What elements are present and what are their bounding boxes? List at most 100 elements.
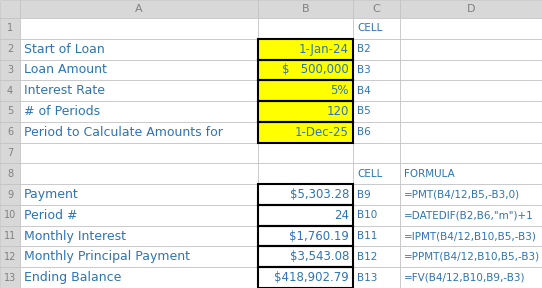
Text: Monthly Principal Payment: Monthly Principal Payment <box>24 250 190 263</box>
Bar <box>258 0 353 18</box>
Bar <box>258 60 353 80</box>
Bar <box>400 205 542 226</box>
Bar <box>353 39 400 60</box>
Bar <box>20 122 258 143</box>
Bar <box>400 163 542 184</box>
Text: 7: 7 <box>7 148 13 158</box>
Bar <box>20 163 258 184</box>
Text: B12: B12 <box>357 252 377 262</box>
Bar <box>258 101 353 122</box>
Bar <box>353 39 400 60</box>
Bar <box>20 247 258 267</box>
Bar <box>353 143 400 163</box>
Bar <box>353 80 400 101</box>
Bar <box>0 163 20 184</box>
Bar <box>353 184 400 205</box>
Bar <box>20 184 258 205</box>
Bar <box>353 205 400 226</box>
Bar <box>0 226 20 247</box>
Bar <box>258 18 353 39</box>
Bar <box>258 122 353 143</box>
Text: B11: B11 <box>357 231 377 241</box>
Bar <box>400 267 542 288</box>
Bar <box>20 205 258 226</box>
Bar <box>258 39 353 60</box>
Text: A: A <box>135 4 143 14</box>
Text: Ending Balance: Ending Balance <box>24 271 121 284</box>
Bar <box>400 143 542 163</box>
Text: 1-Dec-25: 1-Dec-25 <box>295 126 349 139</box>
Text: D: D <box>467 4 475 14</box>
Text: 3: 3 <box>7 65 13 75</box>
Bar <box>258 205 353 226</box>
Bar <box>20 60 258 80</box>
Bar <box>400 0 542 18</box>
Bar <box>258 267 353 288</box>
Text: Period #: Period # <box>24 209 78 222</box>
Text: Interest Rate: Interest Rate <box>24 84 105 97</box>
Bar <box>258 205 353 226</box>
Bar <box>353 60 400 80</box>
Bar <box>258 226 353 247</box>
Bar <box>353 101 400 122</box>
Bar <box>353 18 400 39</box>
Text: 10: 10 <box>4 210 16 220</box>
Bar <box>258 184 353 205</box>
Text: 13: 13 <box>4 273 16 283</box>
Bar <box>20 267 258 288</box>
Bar <box>20 247 258 267</box>
Bar <box>258 247 353 267</box>
Bar <box>353 122 400 143</box>
Bar <box>20 101 258 122</box>
Bar <box>258 39 353 60</box>
Text: Payment: Payment <box>24 188 79 201</box>
Bar <box>353 247 400 267</box>
Bar <box>258 80 353 101</box>
Bar <box>258 101 353 122</box>
Bar <box>258 267 353 288</box>
Bar <box>0 247 20 267</box>
Text: CELL: CELL <box>357 169 382 179</box>
Bar <box>0 0 20 18</box>
Bar <box>20 226 258 247</box>
Text: CELL: CELL <box>357 23 382 33</box>
Text: Loan Amount: Loan Amount <box>24 63 107 76</box>
Text: 120: 120 <box>327 105 349 118</box>
Bar <box>258 143 353 163</box>
Bar <box>20 39 258 60</box>
Bar <box>20 80 258 101</box>
Text: 1-Jan-24: 1-Jan-24 <box>299 43 349 56</box>
Bar <box>353 247 400 267</box>
Text: B9: B9 <box>357 190 371 200</box>
Bar <box>0 267 20 288</box>
Bar <box>353 101 400 122</box>
Bar <box>400 60 542 80</box>
Bar <box>20 101 258 122</box>
Bar <box>258 184 353 205</box>
Text: 8: 8 <box>7 169 13 179</box>
Bar <box>258 122 353 143</box>
Bar <box>0 39 20 60</box>
Text: B6: B6 <box>357 127 371 137</box>
Bar <box>400 205 542 226</box>
Text: $418,902.79: $418,902.79 <box>274 271 349 284</box>
Bar <box>258 80 353 101</box>
Bar <box>258 247 353 267</box>
Text: =IPMT(B4/12,B10,B5,-B3): =IPMT(B4/12,B10,B5,-B3) <box>404 231 537 241</box>
Text: =DATEDIF(B2,B6,"m")+1: =DATEDIF(B2,B6,"m")+1 <box>404 210 534 220</box>
Bar <box>258 60 353 80</box>
Text: 24: 24 <box>334 209 349 222</box>
Text: FORMULA: FORMULA <box>404 169 455 179</box>
Bar <box>258 205 353 226</box>
Bar <box>0 18 20 39</box>
Bar <box>353 122 400 143</box>
Text: Period to Calculate Amounts for: Period to Calculate Amounts for <box>24 126 223 139</box>
Bar <box>400 39 542 60</box>
Text: B13: B13 <box>357 273 377 283</box>
Bar <box>400 247 542 267</box>
Bar <box>353 226 400 247</box>
Text: 11: 11 <box>4 231 16 241</box>
Text: B4: B4 <box>357 86 371 96</box>
Bar <box>400 18 542 39</box>
Bar <box>0 80 20 101</box>
